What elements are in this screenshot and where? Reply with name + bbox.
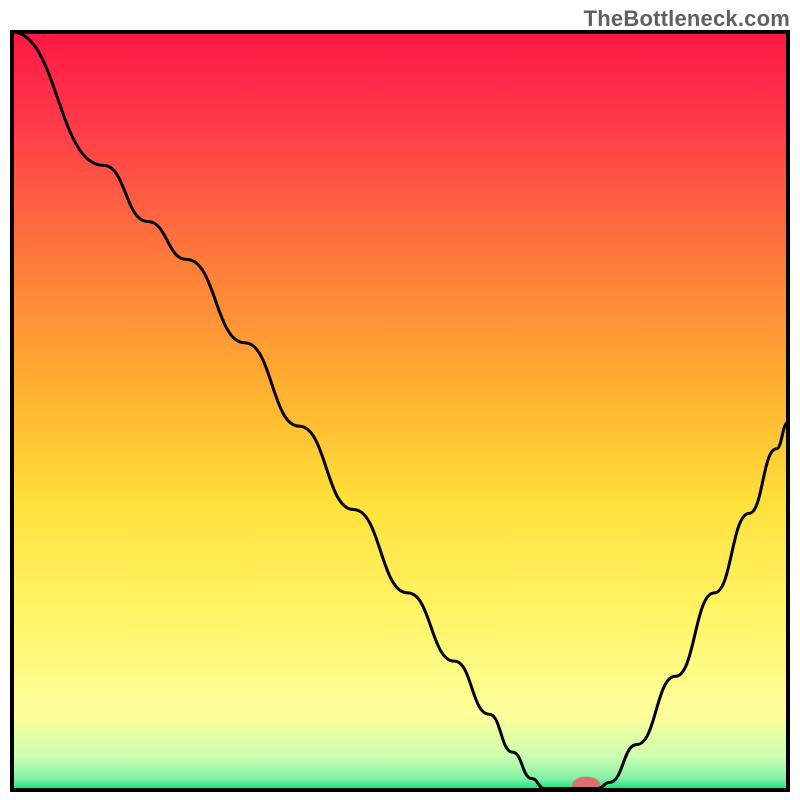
chart-svg bbox=[0, 0, 800, 800]
plot-area bbox=[12, 32, 788, 793]
chart-container: TheBottleneck.com bbox=[0, 0, 800, 800]
watermark-label: TheBottleneck.com bbox=[584, 6, 790, 32]
